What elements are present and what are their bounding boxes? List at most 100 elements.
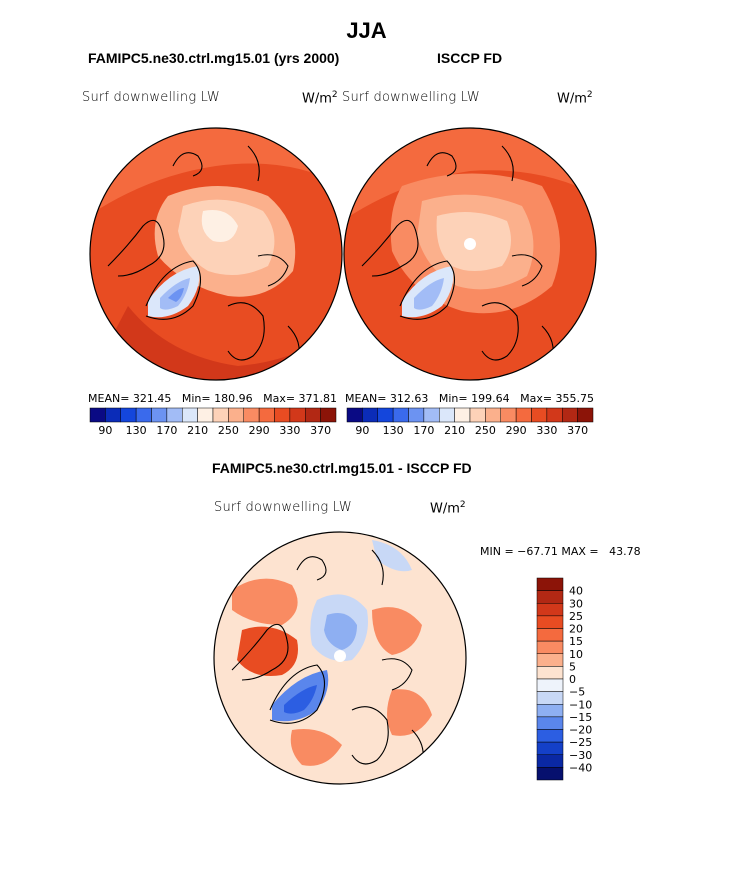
model-colorbar-tick-label: 330 <box>279 424 300 437</box>
pole-hole <box>464 238 476 250</box>
diff-colorbar-swatch <box>536 653 564 667</box>
model-colorbar-tick-label: 130 <box>126 424 147 437</box>
obs-panel-title: ISCCP FD <box>437 50 503 66</box>
obs-colorbar-tick-label: 290 <box>506 424 527 437</box>
obs-colorbar-tick-label: 330 <box>536 424 557 437</box>
obs-stats: MEAN= 312.63 Min= 199.64 Max= 355.75 <box>345 392 595 405</box>
map-boundary <box>343 127 597 381</box>
obs-colorbar-tick-label: 90 <box>355 424 369 437</box>
diff-units-label: W/m2 <box>430 500 466 517</box>
model-colorbar-swatch <box>258 407 275 423</box>
model-variable-label: Surf downwelling LW <box>82 90 220 105</box>
diff-colorbar-swatch <box>536 678 564 692</box>
diff-colorbar-swatch <box>536 716 564 730</box>
diff-colorbar-tick-label: 20 <box>569 623 583 636</box>
diff-colorbar-swatch <box>536 666 564 680</box>
obs-colorbar-swatch <box>362 407 378 423</box>
model-colorbar-swatch <box>274 407 291 423</box>
obs-colorbar-swatch <box>531 407 548 423</box>
north-warm-band <box>344 128 596 221</box>
diff-panel-title: FAMIPC5.ne30.ctrl.mg15.01 - ISCCP FD <box>212 460 472 476</box>
colder-anomaly <box>324 612 357 650</box>
obs-colorbar-swatch <box>454 407 471 423</box>
obs-colorbar-tick-label: 210 <box>444 424 465 437</box>
diff-colorbar-tick-label: 5 <box>569 660 576 673</box>
diff-colorbar-tick-label: −10 <box>569 698 592 711</box>
model-colorbar-swatch <box>197 407 214 423</box>
greenland-colder-region <box>414 278 444 310</box>
model-colorbar-swatch <box>305 407 321 423</box>
model-colorbar-swatch <box>120 407 137 423</box>
diff-colorbar-swatch <box>536 590 564 604</box>
model-colorbar-swatch <box>151 407 168 423</box>
obs-colorbar-swatch <box>423 407 440 423</box>
model-colorbar-swatch <box>320 407 337 423</box>
diff-colorbar-swatch <box>536 603 564 617</box>
obs-colorbar-swatch <box>546 407 563 423</box>
diff-colorbar-swatch <box>536 577 564 591</box>
diff-colorbar-swatch <box>536 640 564 654</box>
obs-variable-label: Surf downwelling LW <box>342 90 480 105</box>
diff-colorbar-tick-label: −20 <box>569 724 592 737</box>
warm-anomaly <box>372 607 422 655</box>
obs-colorbar-tick-label: 250 <box>475 424 496 437</box>
diff-colorbar-swatch <box>536 754 564 768</box>
model-colorbar-swatch <box>105 407 121 423</box>
arctic-core <box>201 210 238 242</box>
diff-polar-map <box>213 531 467 785</box>
model-colorbar-tick-label: 290 <box>249 424 270 437</box>
obs-colorbar-swatch <box>485 407 501 423</box>
model-colorbar: 90 130 170 210 250 290 330 370 <box>89 407 337 437</box>
diff-colorbar-tick-label: 25 <box>569 610 583 623</box>
model-units-label: W/m2 <box>302 90 338 107</box>
page-title: JJA <box>346 18 387 43</box>
diff-colorbar-swatch <box>536 704 564 718</box>
diff-colorbar-tick-label: −25 <box>569 736 592 749</box>
model-colorbar-swatch <box>289 407 306 423</box>
warm-anomaly <box>290 729 342 766</box>
model-colorbar-tick-label: 370 <box>310 424 331 437</box>
diff-colorbar-tick-label: −30 <box>569 749 592 762</box>
diff-colorbar-tick-label: 30 <box>569 597 583 610</box>
model-colorbar-swatch <box>228 407 244 423</box>
obs-colorbar-swatch <box>562 407 578 423</box>
obs-colorbar-swatch <box>408 407 425 423</box>
obs-colorbar-swatch <box>439 407 455 423</box>
diff-colorbar-tick-label: 10 <box>569 648 583 661</box>
hot-anomaly <box>237 626 298 676</box>
obs-colorbar-swatch <box>515 407 532 423</box>
model-colorbar-tick-label: 250 <box>218 424 239 437</box>
obs-polar-map <box>343 127 597 381</box>
obs-colorbar-tick-label: 370 <box>567 424 588 437</box>
diff-colorbar-tick-label: 0 <box>569 673 576 686</box>
warm-anomaly <box>232 578 298 625</box>
model-colorbar-tick-label: 170 <box>156 424 177 437</box>
diff-colorbar-swatch <box>536 767 564 781</box>
obs-colorbar-swatch <box>500 407 517 423</box>
obs-colorbar-tick-label: 130 <box>383 424 404 437</box>
model-colorbar-swatch <box>182 407 198 423</box>
diff-colorbar-swatch <box>536 628 564 642</box>
model-colorbar-swatch <box>135 407 152 423</box>
model-panel-title: FAMIPC5.ne30.ctrl.mg15.01 (yrs 2000) <box>88 50 340 66</box>
model-colorbar-swatch <box>89 407 106 423</box>
model-stats: MEAN= 321.45 Min= 180.96 Max= 371.81 <box>88 392 338 405</box>
diff-colorbar-tick-label: −15 <box>569 711 592 724</box>
obs-colorbar-swatch <box>469 407 486 423</box>
diff-colorbar-tick-label: 40 <box>569 585 583 598</box>
map-boundary <box>213 531 467 785</box>
diff-colorbar-tick-label: −5 <box>569 686 585 699</box>
coastlines <box>107 145 300 362</box>
map-boundary <box>89 127 343 381</box>
diff-colorbar-tick-label: −40 <box>569 761 592 774</box>
coastlines <box>231 549 424 766</box>
diff-colorbar-swatch <box>536 691 564 705</box>
obs-units-label: W/m2 <box>557 90 593 107</box>
diff-colorbar-swatch <box>536 741 564 755</box>
diff-variable-label: Surf downwelling LW <box>214 500 352 515</box>
model-colorbar-tick-label: 210 <box>187 424 208 437</box>
cold-anomaly <box>372 540 412 572</box>
obs-colorbar: 90 130 170 210 250 290 330 370 <box>346 407 594 437</box>
north-warm-band <box>90 128 342 216</box>
